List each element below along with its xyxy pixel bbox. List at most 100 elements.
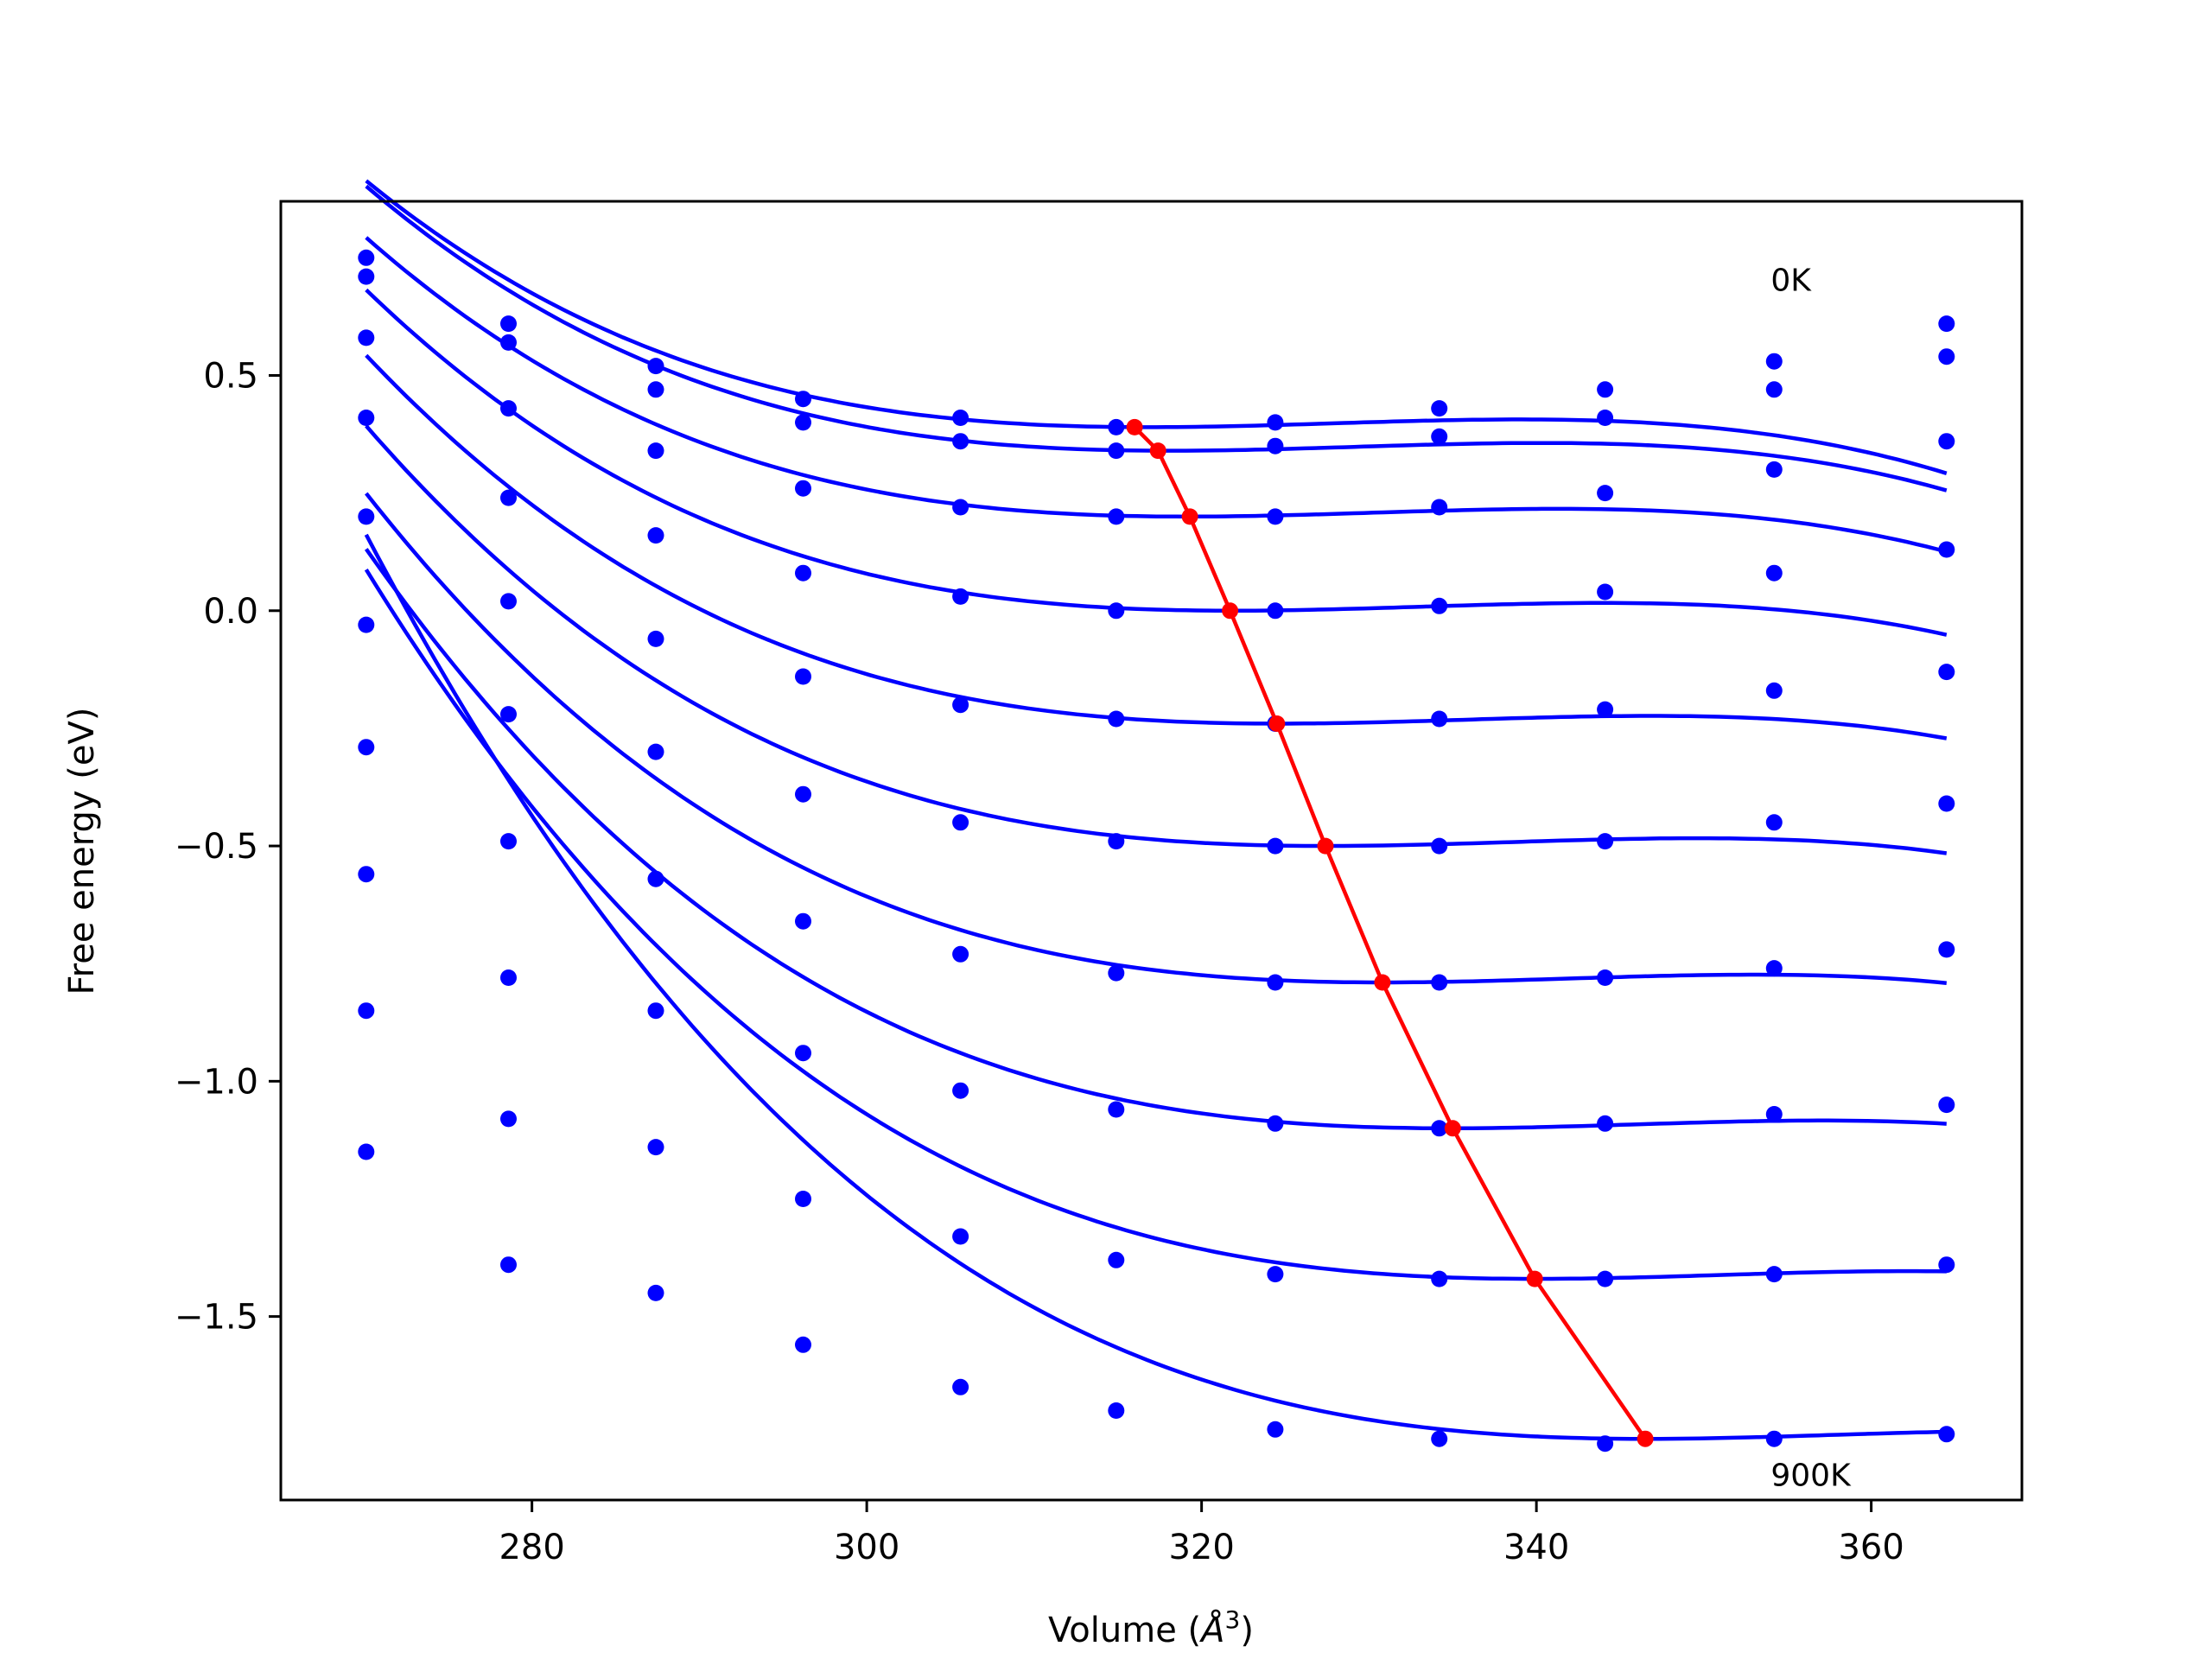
data-point	[952, 696, 969, 714]
data-point	[1597, 485, 1614, 502]
data-point	[952, 814, 969, 831]
x-tick-label: 360	[1838, 1528, 1904, 1567]
data-point	[952, 1228, 969, 1245]
minimum-trace	[1133, 425, 1647, 1440]
data-point	[500, 334, 517, 351]
data-point	[500, 400, 517, 417]
data-point	[1267, 437, 1284, 454]
data-point	[1938, 348, 1955, 365]
data-point	[647, 870, 664, 887]
data-point	[952, 1082, 969, 1099]
data-point	[1267, 1421, 1284, 1438]
data-point	[358, 508, 375, 525]
data-point	[1765, 461, 1783, 478]
data-point	[500, 593, 517, 610]
data-point	[952, 499, 969, 516]
minimum-point	[1317, 837, 1334, 855]
minimum-point	[1374, 974, 1391, 991]
fit-curve	[365, 236, 1948, 554]
y-tick-label: 0.0	[203, 592, 258, 632]
fit-curve	[364, 548, 1947, 1131]
x-tick-label: 340	[1503, 1528, 1569, 1567]
data-point	[1597, 701, 1614, 718]
minimum-line	[1126, 418, 1654, 1447]
data-point	[1765, 353, 1783, 370]
data-point	[358, 739, 375, 756]
data-point	[1108, 710, 1125, 728]
x-axis-label: Volume (Å3)	[1048, 1605, 1254, 1650]
data-point	[358, 329, 375, 346]
data-point	[795, 1191, 811, 1207]
data-point	[500, 1110, 517, 1128]
fit-curve	[365, 179, 1948, 475]
data-point	[1431, 499, 1448, 516]
data-point	[795, 668, 811, 685]
data-point	[1765, 1430, 1783, 1447]
data-point	[795, 391, 811, 408]
data-point	[358, 410, 375, 426]
data-point	[1765, 960, 1783, 977]
minimum-point	[1637, 1430, 1654, 1447]
data-point	[1597, 381, 1614, 398]
data-point	[1267, 1266, 1284, 1283]
data-point	[647, 1002, 664, 1020]
data-point	[647, 381, 664, 398]
fit-curves	[364, 179, 1948, 1441]
y-tick-label: −1.0	[175, 1062, 258, 1102]
data-point	[1108, 964, 1125, 982]
data-point	[1597, 969, 1614, 986]
data-point	[1431, 400, 1448, 417]
data-point	[1597, 410, 1614, 426]
data-point	[795, 785, 811, 803]
data-point	[952, 433, 969, 450]
fit-curve	[364, 569, 1947, 1281]
data-point	[358, 268, 375, 285]
data-point	[1938, 315, 1955, 333]
data-point	[1938, 1096, 1955, 1114]
data-point	[500, 489, 517, 506]
data-point	[647, 743, 664, 760]
data-point	[795, 1336, 811, 1353]
data-point	[1108, 1402, 1125, 1419]
data-point	[1597, 583, 1614, 601]
temperature-annotation: 0K	[1770, 263, 1812, 298]
y-axis-label: Free energy (eV)	[62, 708, 102, 995]
data-point	[1108, 508, 1125, 525]
data-point	[1267, 1115, 1284, 1132]
data-point	[952, 945, 969, 963]
data-point	[1108, 602, 1125, 620]
data-point	[1765, 682, 1783, 699]
data-point	[500, 969, 517, 986]
y-axis-ticks: 0.5 0.0 −0.5 −1.0 −1.5	[175, 356, 281, 1338]
data-point	[1431, 1120, 1448, 1137]
data-point	[1108, 1101, 1125, 1118]
x-tick-label: 300	[834, 1528, 899, 1567]
minimum-point	[1126, 418, 1143, 435]
data-point	[358, 1143, 375, 1160]
data-point	[1938, 664, 1955, 681]
data-point	[1431, 837, 1448, 855]
data-point	[1108, 1251, 1125, 1268]
data-point	[1267, 837, 1284, 855]
data-point	[1597, 1270, 1614, 1287]
minimum-point	[1149, 442, 1166, 460]
data-point	[500, 833, 517, 850]
data-point	[358, 866, 375, 883]
fit-curve	[365, 353, 1948, 741]
data-point	[1938, 433, 1955, 450]
data-point	[1267, 974, 1284, 991]
data-point	[1765, 1266, 1783, 1283]
minimum-point	[1444, 1120, 1461, 1137]
data-point	[1765, 381, 1783, 398]
data-point	[1765, 814, 1783, 831]
data-point	[952, 410, 969, 426]
data-point	[1765, 1106, 1783, 1122]
data-point	[500, 315, 517, 333]
data-point	[500, 706, 517, 723]
data-point	[647, 358, 664, 375]
data-point	[1267, 508, 1284, 525]
data-point	[1765, 564, 1783, 582]
data-point	[1431, 710, 1448, 728]
